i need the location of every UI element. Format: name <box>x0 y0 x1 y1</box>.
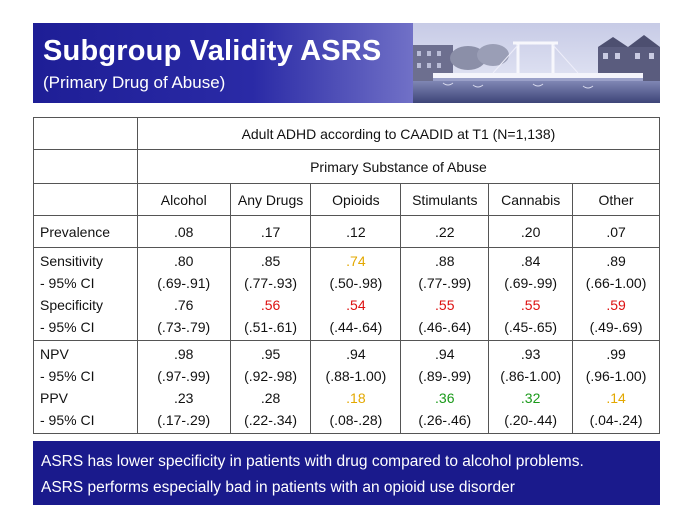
table-header-main: Adult ADHD according to CAADID at T1 (N=… <box>136 117 661 150</box>
specificity-ci: (.73-.79) <box>157 319 211 335</box>
sens-spec-cell-stimulants: .88 (.77-.99) .55 (.46-.64) <box>400 247 490 341</box>
ppv-value: .32 <box>520 390 541 406</box>
sensitivity-value: .89 <box>606 253 626 269</box>
specificity-value: .59 <box>606 297 626 313</box>
sensitivity-ci: (.66-1.00) <box>585 275 647 291</box>
prevalence-cell: .12 <box>310 215 402 248</box>
conclusion-box: ASRS has lower specificity in patients w… <box>33 441 660 505</box>
npv-value: .94 <box>346 346 366 362</box>
ppv-ci: (.17-.29) <box>157 412 211 428</box>
specificity-value: .76 <box>174 297 194 313</box>
sensitivity-ci: (.50-.98) <box>329 275 383 291</box>
column-header-cannabis: Cannabis <box>488 183 574 216</box>
npv-value: .94 <box>435 346 455 362</box>
bridge-image <box>413 23 660 103</box>
npv-value: .93 <box>520 346 541 362</box>
ppv-value: .36 <box>435 390 455 406</box>
sensitivity-ci: (.77-.99) <box>418 275 472 291</box>
label-npv: NPV <box>40 346 69 362</box>
specificity-ci: (.45-.65) <box>504 319 558 335</box>
npv-ppv-cell-any-drugs: .95 (.92-.98) .28 (.22-.34) <box>229 340 312 434</box>
sensitivity-ci: (.77-.93) <box>244 275 298 291</box>
ppv-ci: (.04-.24) <box>589 412 643 428</box>
column-header-alcohol: Alcohol <box>136 183 231 216</box>
prevalence-cell: .17 <box>229 215 312 248</box>
ppv-value: .14 <box>606 390 626 406</box>
npv-ci: (.92-.98) <box>244 368 298 384</box>
empty-corner-cell <box>33 117 138 150</box>
slide-title: Subgroup Validity ASRS <box>43 35 382 67</box>
column-header-stimulants: Stimulants <box>400 183 490 216</box>
ppv-value: .23 <box>174 390 194 406</box>
label-ci: - 95% CI <box>40 275 95 291</box>
sens-spec-cell-alcohol: .80 (.69-.91) .76 (.73-.79) <box>136 247 231 341</box>
npv-ppv-cell-stimulants: .94 (.89-.99) .36 (.26-.46) <box>400 340 490 434</box>
sens-spec-cell-other: .89 (.66-1.00) .59 (.49-.69) <box>572 247 660 341</box>
npv-value: .95 <box>260 346 281 362</box>
label-ci: - 95% CI <box>40 368 95 384</box>
row-labels-npv-ppv: NPV - 95% CI PPV - 95% CI <box>33 340 138 434</box>
specificity-value: .55 <box>520 297 541 313</box>
empty-corner-cell <box>33 183 138 216</box>
bridge-photo <box>413 23 660 103</box>
prevalence-cell: .07 <box>572 215 660 248</box>
prevalence-cell: .20 <box>488 215 574 248</box>
npv-ci: (.89-.99) <box>418 368 472 384</box>
label-specificity: Specificity <box>40 297 104 313</box>
label-ci: - 95% CI <box>40 412 95 428</box>
row-labels-sensitivity-specificity: Sensitivity - 95% CI Specificity - 95% C… <box>33 247 138 341</box>
npv-ci: (.97-.99) <box>157 368 211 384</box>
specificity-ci: (.46-.64) <box>418 319 472 335</box>
sensitivity-value: .85 <box>260 253 281 269</box>
ppv-ci: (.22-.34) <box>244 412 298 428</box>
column-header-any-drugs: Any Drugs <box>229 183 312 216</box>
npv-ci: (.96-1.00) <box>585 368 647 384</box>
sensitivity-value: .74 <box>346 253 366 269</box>
npv-ppv-cell-other: .99 (.96-1.00) .14 (.04-.24) <box>572 340 660 434</box>
npv-ppv-cell-opioids: .94 (.88-1.00) .18 (.08-.28) <box>310 340 402 434</box>
sens-spec-cell-any-drugs: .85 (.77-.93) .56 (.51-.61) <box>229 247 312 341</box>
npv-ci: (.86-1.00) <box>500 368 561 384</box>
ppv-value: .18 <box>346 390 366 406</box>
specificity-ci: (.44-.64) <box>329 319 383 335</box>
npv-value: .98 <box>174 346 194 362</box>
sens-spec-cell-opioids: .74 (.50-.98) .54 (.44-.64) <box>310 247 402 341</box>
npv-ppv-cell-alcohol: .98 (.97-.99) .23 (.17-.29) <box>136 340 231 434</box>
specificity-value: .54 <box>346 297 366 313</box>
sensitivity-value: .88 <box>435 253 455 269</box>
ppv-ci: (.26-.46) <box>418 412 472 428</box>
title-banner: Subgroup Validity ASRS (Primary Drug of … <box>33 23 660 103</box>
label-sensitivity: Sensitivity <box>40 253 104 269</box>
specificity-ci: (.51-.61) <box>244 319 298 335</box>
column-header-other: Other <box>572 183 660 216</box>
specificity-value: .55 <box>435 297 455 313</box>
ppv-ci: (.20-.44) <box>504 412 558 428</box>
sensitivity-ci: (.69-.91) <box>157 275 211 291</box>
label-ppv: PPV <box>40 390 69 406</box>
specificity-ci: (.49-.69) <box>589 319 643 335</box>
table-header-sub: Primary Substance of Abuse <box>136 149 661 184</box>
column-header-opioids: Opioids <box>310 183 402 216</box>
label-ci: - 95% CI <box>40 319 95 335</box>
prevalence-cell: .22 <box>400 215 490 248</box>
slide-subtitle: (Primary Drug of Abuse) <box>43 73 226 92</box>
empty-corner-cell <box>33 149 138 184</box>
conclusion-line-1: ASRS has lower specificity in patients w… <box>41 453 584 470</box>
ppv-ci: (.08-.28) <box>329 412 383 428</box>
row-label-prevalence: Prevalence <box>33 215 138 248</box>
specificity-value: .56 <box>260 297 281 313</box>
sensitivity-ci: (.69-.99) <box>504 275 558 291</box>
sensitivity-value: .80 <box>174 253 194 269</box>
npv-ppv-cell-cannabis: .93 (.86-1.00) .32 (.20-.44) <box>488 340 574 434</box>
npv-value: .99 <box>606 346 626 362</box>
prevalence-cell: .08 <box>136 215 231 248</box>
npv-ci: (.88-1.00) <box>325 368 387 384</box>
conclusion-line-2: ASRS performs especially bad in patients… <box>41 479 515 496</box>
sensitivity-value: .84 <box>520 253 541 269</box>
sens-spec-cell-cannabis: .84 (.69-.99) .55 (.45-.65) <box>488 247 574 341</box>
ppv-value: .28 <box>260 390 281 406</box>
validity-table: Adult ADHD according to CAADID at T1 (N=… <box>33 117 661 434</box>
